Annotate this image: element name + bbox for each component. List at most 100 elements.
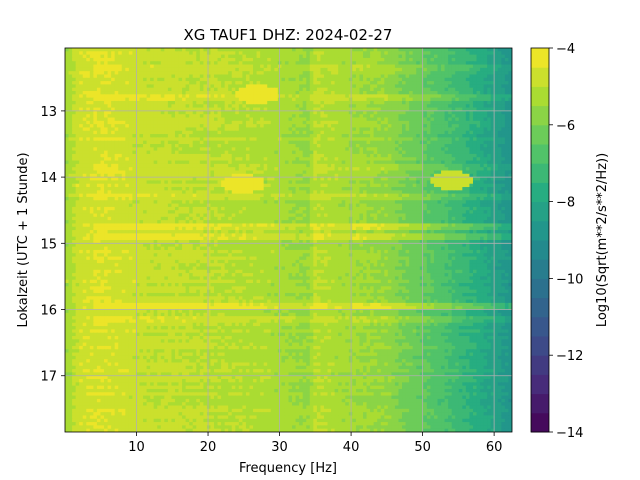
heatmap-cell xyxy=(118,61,123,66)
heatmap-cell xyxy=(380,81,385,86)
heatmap-cell xyxy=(189,150,194,155)
heatmap-cell xyxy=(196,87,201,92)
heatmap-cell xyxy=(104,48,109,52)
heatmap-cell xyxy=(79,48,84,52)
heatmap-cell xyxy=(423,91,428,95)
heatmap-cell xyxy=(210,134,215,138)
heatmap-cell xyxy=(114,134,119,138)
heatmap-cell xyxy=(210,130,215,135)
heatmap-cell xyxy=(352,107,357,112)
heatmap-cell xyxy=(490,130,495,135)
heatmap-cell xyxy=(263,127,268,132)
heatmap-cell xyxy=(89,100,94,105)
heatmap-cell xyxy=(203,48,208,52)
heatmap-cell xyxy=(402,134,407,138)
heatmap-cell xyxy=(469,84,474,89)
heatmap-cell xyxy=(455,100,460,105)
heatmap-cell xyxy=(487,134,492,138)
heatmap-cell xyxy=(444,134,449,138)
heatmap-cell xyxy=(490,104,495,109)
heatmap-cell xyxy=(263,147,268,152)
heatmap-cell xyxy=(65,100,70,105)
heatmap-cell xyxy=(68,140,73,145)
heatmap-cell xyxy=(75,137,80,142)
heatmap-cell xyxy=(199,81,204,86)
heatmap-cell xyxy=(384,107,389,112)
heatmap-cell xyxy=(494,91,499,95)
heatmap-cell xyxy=(150,54,155,59)
heatmap-cell xyxy=(483,51,488,56)
heatmap-cell xyxy=(93,117,98,122)
heatmap-cell xyxy=(174,104,180,109)
heatmap-cell xyxy=(160,71,165,76)
heatmap-cell xyxy=(68,48,73,52)
heatmap-cell xyxy=(458,134,463,138)
heatmap-cell xyxy=(114,74,119,79)
heatmap-cell xyxy=(192,153,197,158)
heatmap-cell xyxy=(196,140,201,145)
heatmap-cell xyxy=(231,48,236,52)
heatmap-cell xyxy=(182,144,187,148)
heatmap-cell xyxy=(419,110,424,115)
heatmap-cell xyxy=(448,67,453,72)
heatmap-cell xyxy=(292,110,297,115)
heatmap-cell xyxy=(320,48,325,52)
heatmap-cell xyxy=(231,51,236,56)
heatmap-cell xyxy=(437,117,442,122)
heatmap-cell xyxy=(221,100,226,105)
heatmap-cell xyxy=(68,107,73,112)
heatmap-cell xyxy=(480,51,485,56)
heatmap-cell xyxy=(430,64,435,69)
heatmap-cell xyxy=(281,94,286,99)
heatmap-cell xyxy=(256,51,261,56)
heatmap-cell xyxy=(316,61,322,66)
heatmap-cell xyxy=(465,117,471,122)
heatmap-cell xyxy=(355,147,361,152)
heatmap-cell xyxy=(355,104,361,109)
heatmap-cell xyxy=(196,127,201,132)
heatmap-cell xyxy=(497,77,502,82)
heatmap-cell xyxy=(206,137,212,142)
heatmap-cell xyxy=(313,144,318,148)
heatmap-cell xyxy=(441,48,446,52)
heatmap-cell xyxy=(508,114,512,119)
heatmap-cell xyxy=(157,153,162,158)
heatmap-cell xyxy=(412,64,417,69)
heatmap-cell xyxy=(309,147,314,152)
heatmap-cell xyxy=(363,48,368,52)
heatmap-cell xyxy=(306,117,311,122)
heatmap-cell xyxy=(128,127,134,132)
heatmap-cell xyxy=(416,54,421,59)
heatmap-cell xyxy=(402,71,407,76)
heatmap-cell xyxy=(189,94,194,99)
heatmap-cell xyxy=(490,147,495,152)
heatmap-cell xyxy=(313,74,318,79)
heatmap-cell xyxy=(327,130,332,135)
heatmap-cell xyxy=(462,137,467,142)
heatmap-cell xyxy=(178,87,183,92)
heatmap-cell xyxy=(338,117,343,122)
heatmap-cell xyxy=(469,130,474,135)
heatmap-cell xyxy=(316,114,322,119)
heatmap-cell xyxy=(419,147,424,152)
heatmap-cell xyxy=(281,110,286,115)
heatmap-cell xyxy=(171,120,176,125)
heatmap-cell xyxy=(118,54,123,59)
heatmap-cell xyxy=(160,91,165,95)
heatmap-cell xyxy=(238,137,243,142)
heatmap-cell xyxy=(441,117,446,122)
heatmap-cell xyxy=(206,91,212,95)
heatmap-cell xyxy=(402,54,407,59)
heatmap-cell xyxy=(245,114,251,119)
heatmap-cell xyxy=(313,104,318,109)
heatmap-cell xyxy=(490,77,495,82)
heatmap-cell xyxy=(182,81,187,86)
heatmap-cell xyxy=(221,144,226,148)
heatmap-cell xyxy=(100,127,105,132)
heatmap-cell xyxy=(114,87,119,92)
heatmap-cell xyxy=(352,147,357,152)
heatmap-cell xyxy=(96,134,102,138)
heatmap-cell xyxy=(430,97,435,102)
heatmap-cell xyxy=(72,51,77,56)
heatmap-cell xyxy=(178,48,183,52)
